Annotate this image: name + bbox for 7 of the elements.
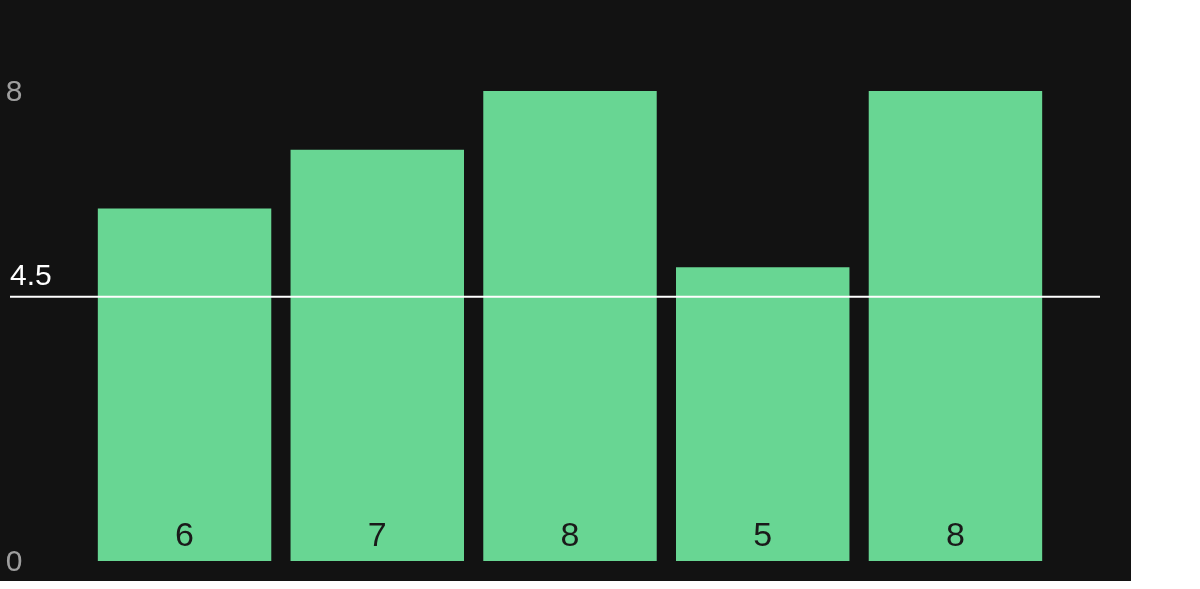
data-label: 6 [175, 515, 195, 553]
data-label: 8 [945, 515, 965, 553]
ref-line-label: 4.5 [10, 257, 52, 291]
data-label: 7 [367, 515, 387, 553]
data-label: 8 [560, 515, 580, 553]
data-label: 5 [753, 515, 773, 553]
y-tick-label: 0 [5, 543, 23, 577]
